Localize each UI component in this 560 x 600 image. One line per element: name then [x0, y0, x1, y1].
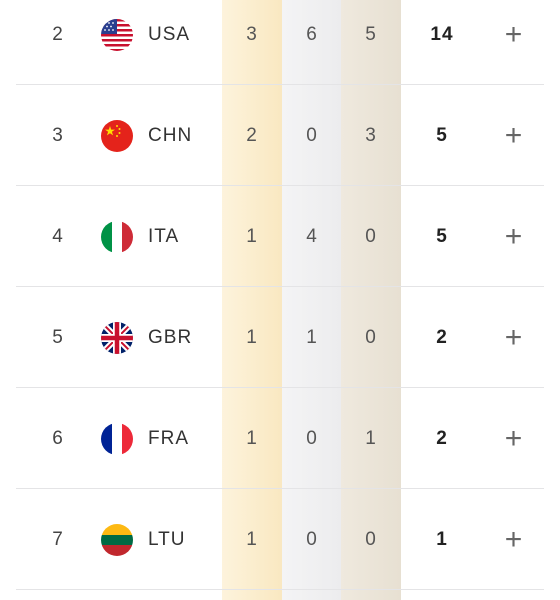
- silver-count: 6: [306, 23, 318, 45]
- bronze-count: 5: [365, 23, 377, 45]
- table-row[interactable]: 2 USA 3: [0, 0, 560, 85]
- silver-column-background: [282, 0, 342, 600]
- table-row[interactable]: 6 FRA 1 0 1 2 +: [0, 388, 560, 489]
- expand-row-button[interactable]: +: [504, 320, 524, 354]
- total-count: 14: [430, 23, 454, 45]
- table-row[interactable]: 4 ITA 1 4 0 5 +: [0, 186, 560, 287]
- table-row[interactable]: 7 LTU 1 0 0 1 +: [0, 489, 560, 590]
- total-count: 5: [436, 225, 448, 247]
- italy-flag-icon: [100, 186, 134, 287]
- gold-count: 1: [246, 427, 258, 449]
- row-divider: [16, 387, 544, 388]
- silver-count: 0: [306, 427, 318, 449]
- silver-count: 0: [306, 124, 318, 146]
- bronze-column-background: [341, 0, 401, 600]
- total-count: 2: [436, 326, 448, 348]
- rank-cell: 6: [52, 427, 64, 449]
- country-code: ITA: [148, 225, 180, 247]
- gold-count: 3: [246, 23, 258, 45]
- rank-cell: 3: [52, 124, 64, 146]
- rank-cell: 7: [52, 528, 64, 550]
- bronze-count: 0: [365, 326, 377, 348]
- expand-row-button[interactable]: +: [504, 522, 524, 556]
- row-divider: [16, 185, 544, 186]
- total-count: 2: [436, 427, 448, 449]
- country-code: USA: [148, 23, 191, 45]
- gold-column-background: [222, 0, 282, 600]
- rank-cell: 2: [52, 23, 64, 45]
- rank-cell: 5: [52, 326, 64, 348]
- country-code: FRA: [148, 427, 189, 449]
- row-divider: [16, 488, 544, 489]
- rank-cell: 4: [52, 225, 64, 247]
- country-code: CHN: [148, 124, 193, 146]
- expand-row-button[interactable]: +: [504, 421, 524, 455]
- bronze-count: 1: [365, 427, 377, 449]
- uk-flag-icon: [100, 287, 134, 388]
- country-code: GBR: [148, 326, 193, 348]
- expand-row-button[interactable]: +: [504, 17, 524, 51]
- silver-count: 1: [306, 326, 318, 348]
- total-count: 1: [436, 528, 448, 550]
- gold-count: 2: [246, 124, 258, 146]
- bronze-count: 0: [365, 225, 377, 247]
- gold-count: 1: [246, 326, 258, 348]
- row-divider: [16, 286, 544, 287]
- gold-count: 1: [246, 528, 258, 550]
- bronze-count: 3: [365, 124, 377, 146]
- silver-count: 4: [306, 225, 318, 247]
- total-count: 5: [436, 124, 448, 146]
- country-code: LTU: [148, 528, 186, 550]
- lithuania-flag-icon: [100, 489, 134, 590]
- france-flag-icon: [100, 388, 134, 489]
- row-divider: [16, 589, 544, 590]
- gold-count: 1: [246, 225, 258, 247]
- row-divider: [16, 84, 544, 85]
- china-flag-icon: [100, 85, 134, 186]
- table-row[interactable]: 3 CHN 2 0 3 5 +: [0, 85, 560, 186]
- usa-flag-icon: [100, 0, 134, 85]
- silver-count: 0: [306, 528, 318, 550]
- table-row[interactable]: 5 GBR 1 1 0 2 +: [0, 287, 560, 388]
- expand-row-button[interactable]: +: [504, 118, 524, 152]
- bronze-count: 0: [365, 528, 377, 550]
- expand-row-button[interactable]: +: [504, 219, 524, 253]
